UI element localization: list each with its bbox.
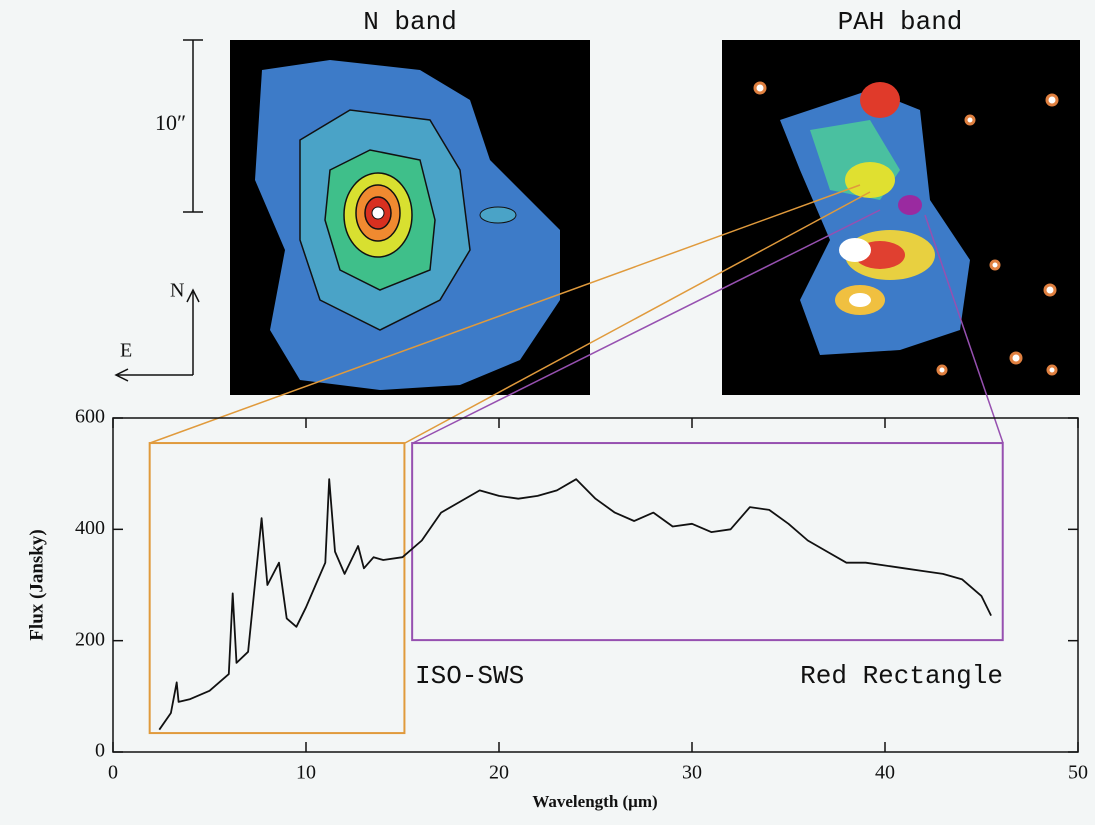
x-axis-label: Wavelength (μm) bbox=[532, 792, 657, 811]
spectrum-line bbox=[159, 479, 991, 730]
panel-title: N band bbox=[363, 7, 457, 37]
scale-label: 10″ bbox=[155, 110, 186, 135]
x-tick-label: 50 bbox=[1068, 762, 1088, 784]
x-tick-label: 10 bbox=[296, 762, 316, 784]
pah-band-image bbox=[722, 40, 1080, 395]
panel-title: PAH band bbox=[838, 7, 963, 37]
compass-n: N bbox=[170, 280, 184, 302]
x-tick-label: 0 bbox=[108, 762, 118, 784]
y-tick-label: 0 bbox=[95, 740, 105, 762]
annotation: ISO-SWS bbox=[415, 661, 524, 691]
x-tick-label: 30 bbox=[682, 762, 702, 784]
y-tick-label: 200 bbox=[75, 628, 105, 650]
x-tick-label: 40 bbox=[875, 762, 895, 784]
y-axis-label: Flux (Jansky) bbox=[26, 529, 47, 640]
highlight-box bbox=[150, 443, 405, 733]
highlight-box bbox=[412, 443, 1003, 640]
compass-e: E bbox=[120, 340, 132, 362]
compass bbox=[116, 290, 199, 381]
y-tick-label: 600 bbox=[75, 406, 105, 428]
figure: 10″ N E N band PAH band ISO-SWS Red Rect… bbox=[0, 0, 1095, 820]
plot-frame bbox=[113, 418, 1078, 752]
y-tick-label: 400 bbox=[75, 517, 105, 539]
n-band-image bbox=[230, 40, 590, 395]
x-tick-label: 20 bbox=[489, 762, 509, 784]
annotation: Red Rectangle bbox=[800, 661, 1003, 691]
